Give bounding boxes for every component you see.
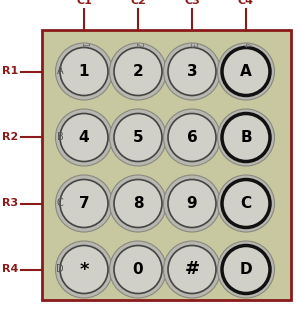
Text: 7: 7 xyxy=(79,196,89,211)
Text: 3: 3 xyxy=(188,42,196,47)
Text: C2: C2 xyxy=(130,0,146,6)
Circle shape xyxy=(168,114,216,161)
Circle shape xyxy=(56,241,112,298)
Circle shape xyxy=(164,241,220,298)
Text: A: A xyxy=(57,67,63,77)
Circle shape xyxy=(168,245,216,294)
Text: 3: 3 xyxy=(187,64,197,79)
Text: R3: R3 xyxy=(2,198,18,208)
Text: 6: 6 xyxy=(187,130,197,145)
Circle shape xyxy=(168,48,216,95)
Text: 5: 5 xyxy=(133,130,143,145)
Circle shape xyxy=(218,241,274,298)
Text: 4: 4 xyxy=(79,130,89,145)
Text: A: A xyxy=(240,64,252,79)
Circle shape xyxy=(164,175,220,232)
Text: 2: 2 xyxy=(134,42,142,47)
Circle shape xyxy=(110,241,166,298)
Circle shape xyxy=(222,114,270,161)
Text: R2: R2 xyxy=(2,132,18,142)
Text: *: * xyxy=(79,261,89,278)
Text: 1: 1 xyxy=(80,42,88,47)
Circle shape xyxy=(114,48,162,95)
Circle shape xyxy=(218,175,274,232)
Circle shape xyxy=(60,114,108,161)
Text: R4: R4 xyxy=(2,264,18,275)
Circle shape xyxy=(222,179,270,228)
Circle shape xyxy=(114,245,162,294)
Circle shape xyxy=(222,48,270,95)
Text: 4: 4 xyxy=(242,42,250,47)
Text: C4: C4 xyxy=(238,0,254,6)
Circle shape xyxy=(60,245,108,294)
Circle shape xyxy=(110,43,166,100)
Text: R1: R1 xyxy=(2,67,18,77)
Circle shape xyxy=(164,43,220,100)
Circle shape xyxy=(218,109,274,166)
Text: 9: 9 xyxy=(187,196,197,211)
Text: 8: 8 xyxy=(133,196,143,211)
Circle shape xyxy=(110,109,166,166)
Circle shape xyxy=(114,114,162,161)
Text: D: D xyxy=(240,262,252,277)
Circle shape xyxy=(218,43,274,100)
Circle shape xyxy=(56,43,112,100)
Text: 2: 2 xyxy=(133,64,143,79)
Circle shape xyxy=(56,109,112,166)
Text: C: C xyxy=(57,198,63,208)
Circle shape xyxy=(60,48,108,95)
Circle shape xyxy=(168,179,216,228)
Circle shape xyxy=(110,175,166,232)
Text: 0: 0 xyxy=(133,262,143,277)
Circle shape xyxy=(114,179,162,228)
Circle shape xyxy=(222,245,270,294)
Text: 1: 1 xyxy=(79,64,89,79)
Text: #: # xyxy=(184,261,200,278)
Text: D: D xyxy=(56,264,64,275)
Text: C3: C3 xyxy=(184,0,200,6)
Text: C: C xyxy=(240,196,252,211)
Text: B: B xyxy=(57,132,63,142)
Text: B: B xyxy=(240,130,252,145)
Circle shape xyxy=(56,175,112,232)
Text: C1: C1 xyxy=(76,0,92,6)
Circle shape xyxy=(60,179,108,228)
Circle shape xyxy=(164,109,220,166)
Bar xyxy=(42,30,291,299)
